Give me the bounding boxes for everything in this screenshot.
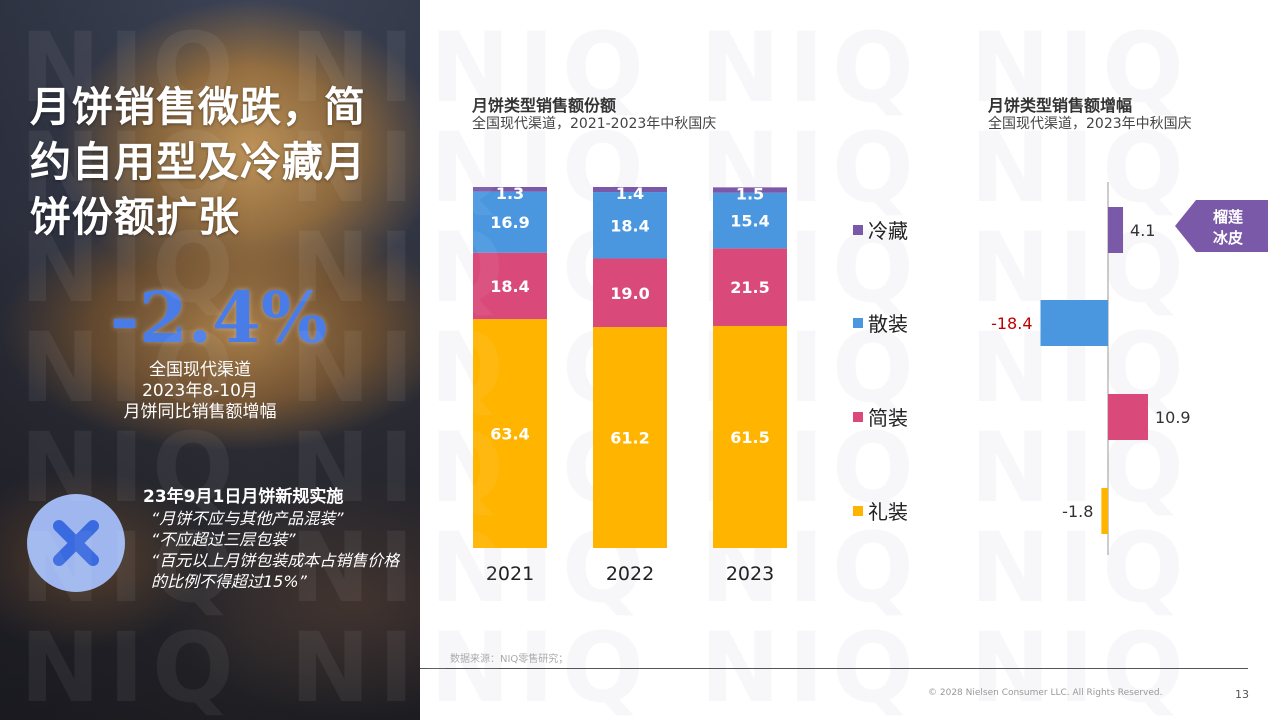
big-growth-value: -2.4% [110,276,328,359]
copyright: © 2028 Nielsen Consumer LLC. All Rights … [928,688,1163,698]
regulation-line: “月饼不应与其他产品混装” [151,509,344,528]
watermark-text: NIQ [20,112,242,224]
watermark-text: NIQ [290,412,512,524]
watermark-text: NIQ [20,512,242,624]
data-label: 15.4 [730,212,769,231]
bar-segment-礼装 [713,325,787,548]
bar-segment-冷藏 [593,187,667,193]
watermark-text: NIQ [970,512,1192,624]
watermark-text: NIQ [20,12,242,124]
share-chart-title: 月饼类型销售额份额 [472,96,617,115]
growth-desc-line: 全国现代渠道 [149,360,251,380]
legend-label: 简装 [868,406,908,430]
bar-segment-散装 [473,191,547,253]
bar-segment-礼装 [593,327,667,548]
page-headline: 月饼销售微跌，简约自用型及冷藏月饼份额扩张 [30,83,366,241]
watermark-text: NIQ [970,112,1192,224]
bar-segment-冷藏 [713,187,787,193]
watermark-text: NIQ [700,12,922,124]
data-label: 18.4 [490,277,529,296]
watermark-text: NIQ [290,112,512,224]
growth-bar-礼装 [1101,488,1108,534]
left-photo-panel: 月饼销售微跌，简约自用型及冷藏月饼份额扩张 -2.4% 全国现代渠道 2023年… [0,0,420,720]
legend-label: 散装 [868,312,908,336]
growth-bar-冷藏 [1108,207,1124,253]
data-label: 1.4 [616,184,644,203]
data-label: 61.5 [730,428,769,447]
watermark-text: NIQ [290,512,512,624]
bar-segment-简装 [473,252,547,320]
data-label: 10.9 [1155,408,1191,427]
callout-arrow [1175,200,1268,252]
page-number: 13 [1235,688,1249,701]
data-label: 16.9 [490,213,529,232]
callout-text: 榴莲 [1213,208,1243,226]
watermark-text: NIQ [970,12,1192,124]
regulation-line: “不应超过三层包装” [151,530,296,549]
data-label: 61.2 [610,429,649,448]
data-label: -18.4 [991,314,1032,333]
watermark-text: NIQ [20,612,242,724]
bar-segment-冷藏 [473,187,547,192]
data-label: 1.3 [496,184,524,203]
watermark-text: NIQ [20,412,242,524]
growth-bar-散装 [1040,300,1108,346]
watermark-text: NIQ [430,12,652,124]
bar-segment-简装 [713,248,787,326]
growth-desc-line: 2023年8-10月 [142,381,258,401]
data-label: 4.1 [1130,221,1155,240]
x-tick-label: 2022 [606,563,654,585]
regulation-box: 23年9月1日月饼新规实施 “月饼不应与其他产品混装” “不应超过三层包装” “… [143,486,418,592]
watermark-text: NIQ [290,12,512,124]
watermark-text: NIQ [290,612,512,724]
legend-swatch [853,412,863,422]
growth-description: 全国现代渠道 2023年8-10月 月饼同比销售额增幅 [100,360,300,423]
watermark-text: NIQ [970,412,1192,524]
regulation-title: 23年9月1日月饼新规实施 [143,487,344,507]
bar-segment-礼装 [473,319,547,548]
stacked-share-chart: 63.4 18.4 16.9 1.3 2021 61.2 19.0 18.4 1.4 2022 61… [473,184,787,585]
data-label: -1.8 [1062,502,1093,521]
callout-text: 冰皮 [1213,229,1243,247]
data-label: 19.0 [610,284,649,303]
bar-segment-散装 [593,192,667,259]
data-label: 1.5 [736,184,764,203]
growth-desc-line: 月饼同比销售额增幅 [123,402,277,422]
watermark-text: NIQ [290,312,512,424]
bar-segment-散装 [713,192,787,249]
data-label: 21.5 [730,278,769,297]
growth-chart-subtitle: 全国现代渠道，2023年中秋国庆 [988,116,1192,132]
x-tick-label: 2023 [726,563,774,585]
x-tick-label: 2021 [486,563,534,585]
photo-shade [0,0,420,720]
legend-swatch [853,506,863,516]
legend-label: 礼装 [868,500,908,524]
growth-bar-简装 [1108,394,1148,440]
bar-segment-简装 [593,258,667,328]
watermark-text: NIQ [290,212,512,324]
watermark-text: NIQ [20,312,242,424]
legend-swatch [853,318,863,328]
growth-chart-title: 月饼类型销售额增幅 [988,96,1133,115]
legend-label: 冷藏 [868,219,908,243]
data-source: 数据来源：NIQ零售研究； [450,654,569,665]
watermark-text: NIQ [20,212,242,324]
legend-swatch [853,225,863,235]
share-chart-subtitle: 全国现代渠道，2021-2023年中秋国庆 [472,116,717,132]
x-mark-icon [27,494,125,592]
regulation-line: “百元以上月饼包装成本占销售价格的比例不得超过15%” [151,551,400,591]
footer-divider [420,668,1248,669]
data-label: 18.4 [610,216,649,235]
data-label: 63.4 [490,425,529,444]
